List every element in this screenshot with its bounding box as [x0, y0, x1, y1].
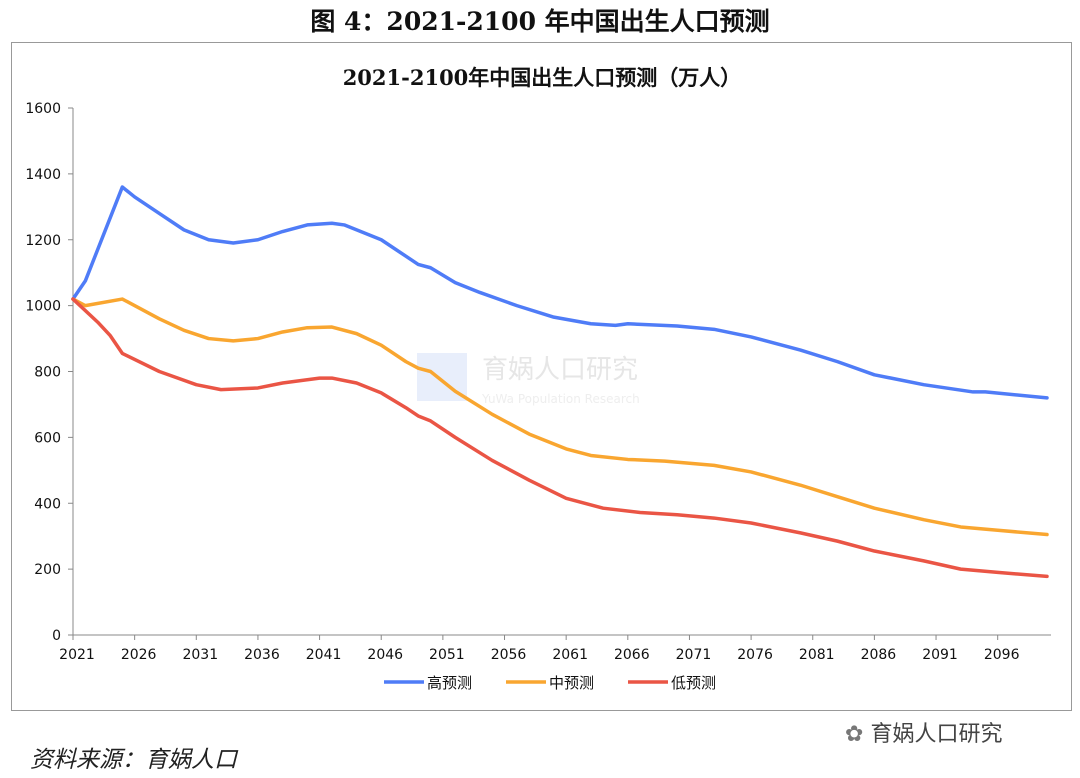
chart-frame: 2021-2100年中国出生人口预测（万人） 育娲人口研究 YuWa Populat… — [11, 42, 1072, 711]
legend-label: 高预测 — [427, 674, 472, 692]
y-tick-label: 800 — [34, 365, 61, 381]
series-line-1 — [71, 185, 1049, 400]
y-tick-label: 1000 — [25, 299, 61, 315]
legend-label: 中预测 — [549, 674, 594, 692]
x-tick-label: 2031 — [182, 647, 218, 663]
x-tick-label: 2081 — [799, 647, 835, 663]
x-tick-label: 2021 — [59, 647, 95, 663]
x-tick-label: 2046 — [367, 647, 403, 663]
x-tick-label: 2066 — [614, 647, 650, 663]
x-tick-label: 2051 — [429, 647, 465, 663]
x-tick-label: 2086 — [861, 647, 897, 663]
legend-label: 低预测 — [671, 674, 716, 692]
y-tick-label: 200 — [34, 562, 61, 578]
x-tick-label: 2096 — [984, 647, 1020, 663]
wechat-icon: ✿ — [845, 722, 871, 747]
line-chart: 2021-2100年中国出生人口预测（万人） 育娲人口研究 YuWa Populat… — [25, 65, 1051, 692]
x-tick-label: 2041 — [306, 647, 342, 663]
x-tick-label: 2061 — [552, 647, 588, 663]
y-tick-label: 0 — [52, 628, 61, 644]
x-tick-label: 2076 — [737, 647, 773, 663]
x-tick-label: 2036 — [244, 647, 280, 663]
y-tick-label: 600 — [34, 430, 61, 446]
x-tick-label: 2091 — [922, 647, 958, 663]
y-tick-label: 1600 — [25, 101, 61, 117]
source-note: 资料来源：育娲人口 — [30, 747, 237, 773]
figure-title: 图 4：2021-2100 年中国出生人口预测 — [310, 7, 770, 36]
y-tick-label: 1200 — [25, 233, 61, 249]
series-line-3 — [71, 297, 1049, 579]
watermark: ✿ 育娲人口研究 — [845, 716, 1002, 748]
series-line-2 — [71, 297, 1049, 537]
x-tick-label: 2056 — [491, 647, 527, 663]
x-tick-label: 2071 — [676, 647, 712, 663]
y-tick-label: 400 — [34, 496, 61, 512]
watermark-center: 育娲人口研究 — [482, 355, 638, 385]
chart-title: 2021-2100年中国出生人口预测（万人） — [343, 65, 742, 90]
watermark-text: 育娲人口研究 — [870, 722, 1003, 747]
x-tick-label: 2026 — [121, 647, 157, 663]
watermark-center-sub: YuWa Population Research — [481, 392, 640, 406]
y-tick-label: 1400 — [25, 167, 61, 183]
